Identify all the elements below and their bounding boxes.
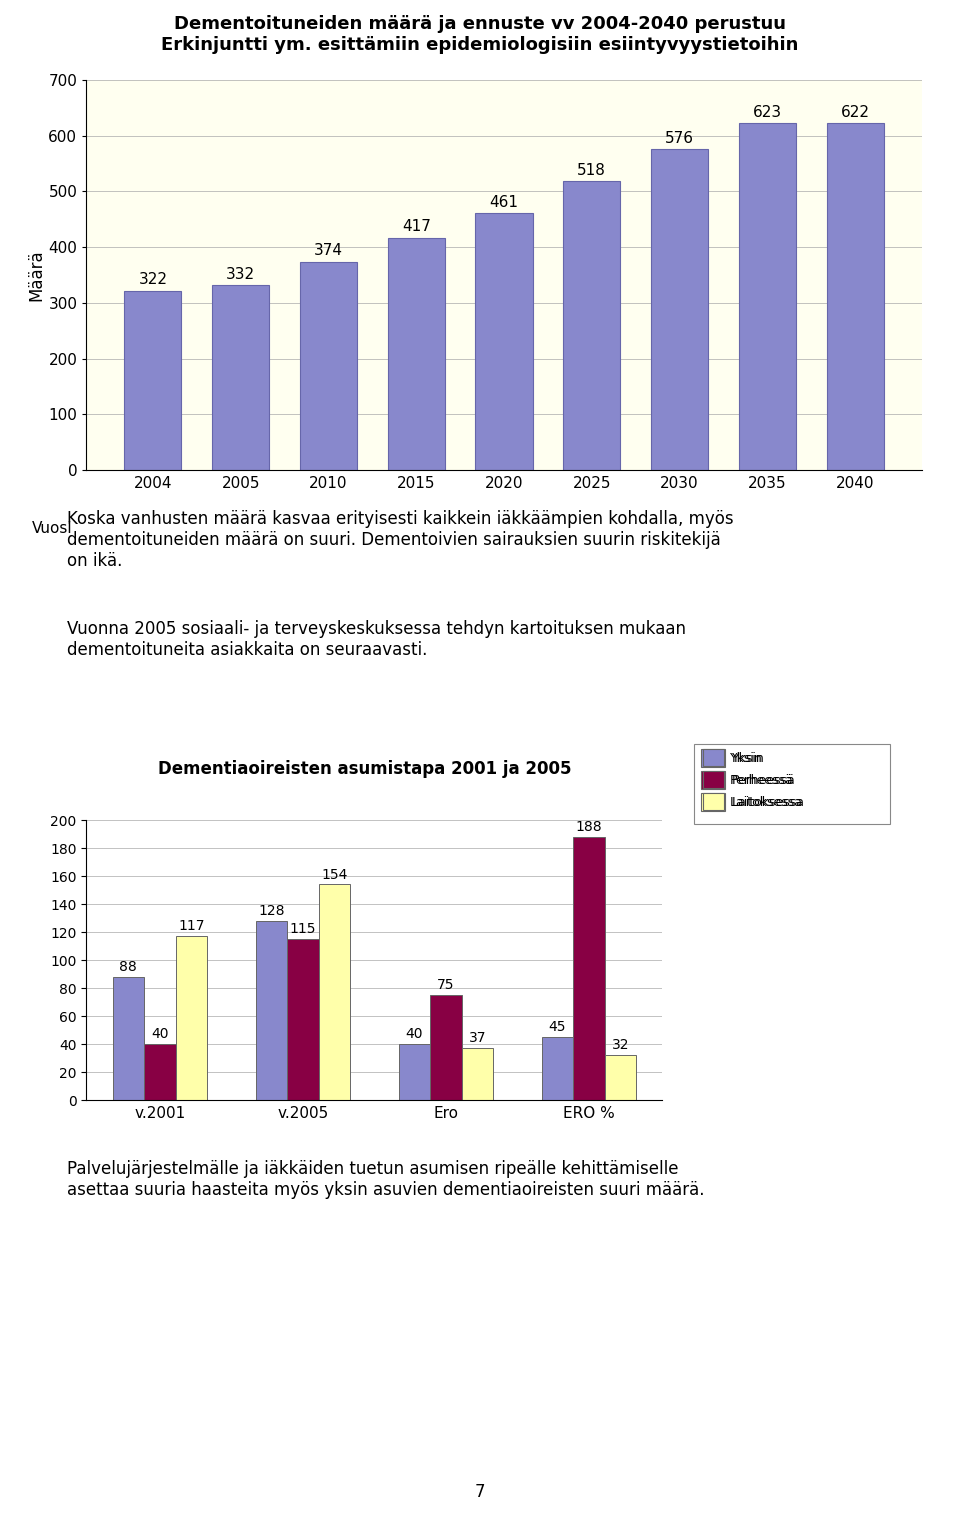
Text: 622: 622 <box>841 105 870 120</box>
Bar <box>739 123 796 469</box>
Text: 117: 117 <box>178 919 204 933</box>
Text: 461: 461 <box>490 195 518 210</box>
Bar <box>475 213 533 469</box>
Text: Laitoksessa: Laitoksessa <box>732 796 804 809</box>
Text: Laitoksessa: Laitoksessa <box>730 796 803 809</box>
Text: 75: 75 <box>437 978 455 992</box>
Bar <box>827 123 883 469</box>
Bar <box>255 920 287 1100</box>
Bar <box>430 995 462 1100</box>
Bar <box>605 1055 636 1100</box>
Bar <box>300 262 357 469</box>
Text: Perheessä: Perheessä <box>732 774 795 786</box>
Text: 623: 623 <box>753 105 781 119</box>
Y-axis label: Määrä: Määrä <box>28 250 45 300</box>
Bar <box>319 884 350 1100</box>
Text: 45: 45 <box>549 1020 566 1035</box>
Bar <box>564 181 620 469</box>
Text: Dementiaoireisten asumistapa 2001 ja 2005: Dementiaoireisten asumistapa 2001 ja 200… <box>158 760 571 777</box>
Text: 332: 332 <box>227 267 255 282</box>
Bar <box>176 936 207 1100</box>
Text: Vuonna 2005 sosiaali- ja terveyskeskuksessa tehdyn kartoituksen mukaan
dementoit: Vuonna 2005 sosiaali- ja terveyskeskukse… <box>67 620 686 658</box>
Bar <box>398 1044 430 1100</box>
Bar <box>212 285 269 469</box>
Text: Vuosi: Vuosi <box>32 521 73 536</box>
Bar <box>287 939 319 1100</box>
Text: 417: 417 <box>402 219 431 235</box>
Bar <box>573 837 605 1100</box>
Bar <box>651 149 708 469</box>
Text: 88: 88 <box>119 960 137 974</box>
Text: Perheessä: Perheessä <box>730 774 793 786</box>
Text: 40: 40 <box>151 1027 169 1041</box>
Text: Dementoituneiden määrä ja ennuste vv 2004-2040 perustuu
Erkinjuntti ym. esittämi: Dementoituneiden määrä ja ennuste vv 200… <box>161 15 799 53</box>
Text: 322: 322 <box>138 273 167 287</box>
Text: 32: 32 <box>612 1038 629 1053</box>
Text: 374: 374 <box>314 244 343 258</box>
Bar <box>388 238 444 469</box>
Bar <box>144 1044 176 1100</box>
Text: 37: 37 <box>468 1032 486 1045</box>
Bar <box>112 977 144 1100</box>
Bar <box>125 291 181 469</box>
Bar <box>462 1049 493 1100</box>
Bar <box>541 1036 573 1100</box>
Text: Palvelujärjestelmälle ja iäkkäiden tuetun asumisen ripeälle kehittämiselle
asett: Palvelujärjestelmälle ja iäkkäiden tuetu… <box>67 1160 705 1199</box>
Text: 154: 154 <box>322 867 348 881</box>
Text: Koska vanhusten määrä kasvaa erityisesti kaikkein iäkkäämpien kohdalla, myös
dem: Koska vanhusten määrä kasvaa erityisesti… <box>67 511 733 570</box>
Text: 518: 518 <box>577 163 606 178</box>
Text: Yksin: Yksin <box>730 751 762 765</box>
Text: 128: 128 <box>258 904 284 917</box>
Text: 40: 40 <box>406 1027 423 1041</box>
Text: 7: 7 <box>475 1483 485 1501</box>
Text: 115: 115 <box>290 922 316 936</box>
Text: 188: 188 <box>576 820 602 834</box>
Text: 576: 576 <box>665 131 694 146</box>
Text: Yksin: Yksin <box>732 751 764 765</box>
